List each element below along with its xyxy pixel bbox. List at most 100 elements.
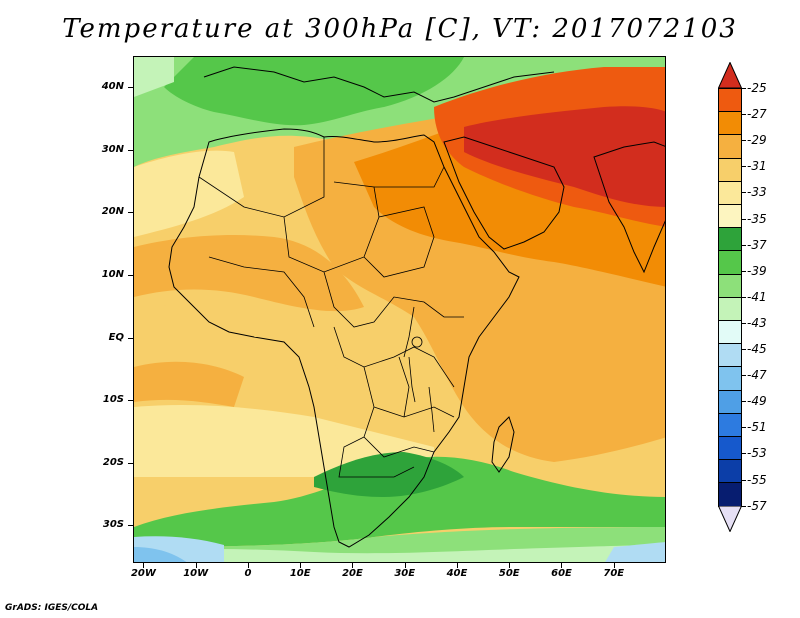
colorbar-label: -53 [747,446,767,461]
lat-label: 20N [101,206,124,218]
colorbar-label: -39 [747,263,767,278]
lat-label: 10S [102,394,124,406]
colorbar-swatch [718,459,742,484]
colorbar-swatch [718,482,742,507]
lon-label: 30E [394,568,416,579]
colorbar-tick [742,453,746,455]
colorbar-top-arrow [718,62,742,88]
colorbar-tick [742,114,746,116]
colorbar-swatch [718,343,742,368]
west-light-yellow [134,150,244,237]
lon-tick [143,563,145,568]
colorbar-label: -47 [747,368,767,383]
colorbar-swatch [718,389,742,414]
colorbar-tick [742,88,746,89]
north-west-light [134,57,174,97]
lat-label: EQ [108,331,124,343]
colorbar-tick [742,244,746,246]
colorbar-swatch [718,227,742,252]
colorbar-swatch [718,412,742,437]
colorbar-tick [742,349,746,350]
lon-tick [613,563,615,568]
south-pale-green [134,545,665,562]
lat-tick [128,525,133,527]
lat-tick [128,212,133,214]
colorbar-tick [742,296,746,298]
colorbar-swatch [718,320,742,345]
colorbar-swatch [718,366,742,391]
colorbar-tick [742,192,746,194]
colorbar-tick [742,479,746,481]
colorbar-label: -27 [747,107,767,122]
temperature-map [133,56,666,563]
lon-tick [509,563,511,568]
sahel-orange [134,235,364,312]
lat-label: 40N [101,81,124,93]
colorbar-tick [742,427,746,429]
india-coastline [593,141,665,274]
colorbar-label: -35 [747,211,767,226]
lat-tick [128,149,133,151]
lon-tick [352,563,354,568]
lake-malawi [428,386,435,433]
colorbar-swatch [718,273,742,298]
lat-label: 10N [101,269,124,281]
lon-tick [404,563,406,568]
lon-label: 20W [130,568,156,579]
sw-blue [134,547,187,562]
colorbar-swatch [718,88,742,113]
country-borders [198,137,464,478]
arabia-coastline [443,136,565,250]
lat-tick [128,400,133,402]
lat-tick [128,337,133,339]
africa-coastline [168,128,520,548]
lake-tanganyika [408,356,416,403]
madagascar-outline [491,416,515,473]
lat-tick [128,275,133,277]
colorbar-tick [742,140,746,142]
colorbar-label: -43 [747,315,767,330]
colorbar-label: -49 [747,394,767,409]
colorbar-label: -55 [747,472,767,487]
colorbar-label: -37 [747,237,767,252]
south-africa-green [314,452,464,497]
colorbar-swatch [718,157,742,182]
lat-tick [128,462,133,464]
map-title: Temperature at 300hPa [C], VT: 201707210… [62,14,738,44]
lon-label: 0 [244,568,252,579]
lon-label: 50E [498,568,520,579]
map-canvas [134,57,665,562]
colorbar-swatch [718,250,742,275]
colorbar-label: -45 [747,342,767,356]
colorbar-swatch [718,436,742,461]
colorbar-tick [742,375,746,377]
lon-label: 60E [551,568,572,579]
atlantic-orange-patch [134,361,244,407]
colorbar-label: -51 [747,420,767,435]
lon-label: 10E [289,568,311,579]
lon-tick [247,563,249,568]
colorbar-bottom-arrow [718,505,742,532]
lake-victoria [411,336,423,348]
south-green-band [134,456,665,547]
lon-label: 70E [603,568,625,579]
lat-label: 20S [102,456,124,468]
lon-tick [561,563,563,568]
lat-label: 30N [101,143,124,155]
colorbar-label: -41 [747,289,767,304]
colorbar-swatch [718,204,742,229]
colorbar-label: -31 [747,159,767,174]
colorbar-swatch [718,296,742,321]
colorbar-label: -57 [747,498,767,513]
lon-tick [195,563,197,568]
colorbar-tick [742,270,746,272]
colorbar-tick [742,401,746,403]
lat-label: 30S [102,519,124,531]
grads-credit: GrADS: IGES/COLA [5,603,99,613]
lon-label: 10W [183,568,209,579]
colorbar-tick [742,322,746,324]
colorbar-swatch [718,111,742,136]
colorbar-label: -33 [747,185,767,200]
colorbar-tick [742,505,746,507]
colorbar-tick [742,166,746,168]
